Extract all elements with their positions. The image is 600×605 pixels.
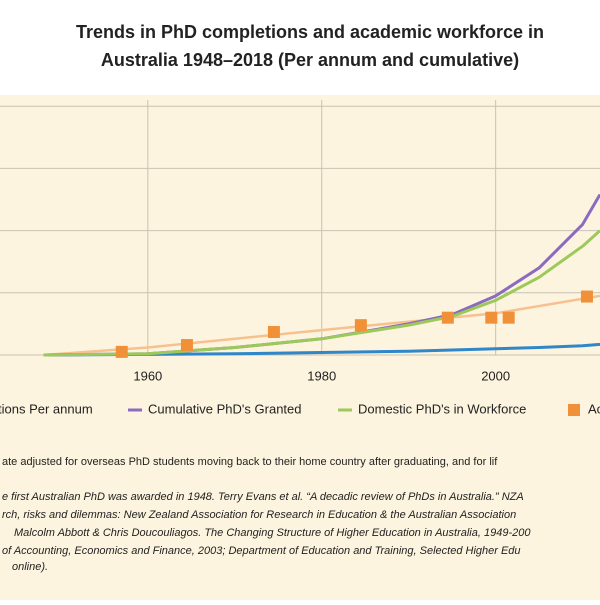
legend-label: tions Per annum [0,401,93,416]
footnote: e first Australian PhD was awarded in 19… [2,491,524,503]
legend-marker [568,404,580,416]
chart-title: Australia 1948–2018 (Per annum and cumul… [101,50,519,70]
footnote: Malcolm Abbott & Chris Doucouliagos. The… [14,527,531,539]
x-tick-label: 2000 [481,368,510,383]
data-point [116,346,128,358]
data-point [485,312,497,324]
chart-title: Trends in PhD completions and academic w… [76,22,544,42]
footnote: online). [12,561,48,573]
x-tick-label: 1960 [133,368,162,383]
data-point [355,319,367,331]
header-bg [0,0,600,95]
x-tick-label: 1980 [307,368,336,383]
footnote: ate adjusted for overseas PhD students m… [2,456,498,468]
data-point [442,312,454,324]
legend-label: Domestic PhD's in Workforce [358,401,526,416]
legend-label: Cumulative PhD's Granted [148,401,302,416]
legend-label: Ac [588,401,600,416]
footnote: rch, risks and dilemmas: New Zealand Ass… [2,509,516,521]
data-point [268,326,280,338]
data-point [181,339,193,351]
footnote: of Accounting, Economics and Finance, 20… [2,545,521,557]
data-point [581,291,593,303]
data-point [503,312,515,324]
